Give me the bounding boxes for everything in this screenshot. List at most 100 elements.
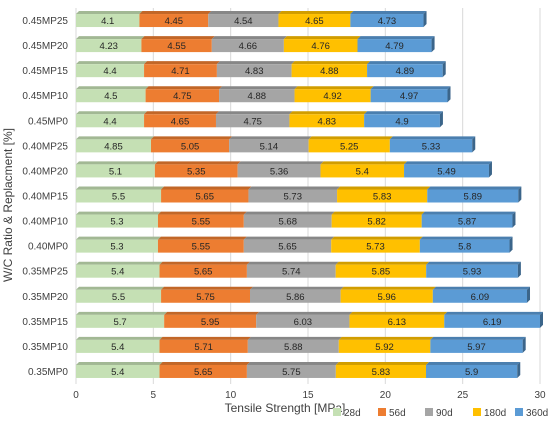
bar-segment-360d: [426, 361, 521, 378]
bar-top-face: [76, 86, 149, 90]
bar-segment-180d: [278, 11, 354, 28]
bar-side-face: [527, 286, 531, 303]
legend-label: 360d: [526, 408, 548, 419]
data-label: 4.4: [103, 66, 116, 77]
bar-front-face: [157, 214, 244, 228]
bar-front-face: [421, 214, 513, 228]
bar-front-face: [76, 339, 160, 353]
data-label: 5.4: [111, 267, 124, 278]
bar-front-face: [308, 139, 390, 153]
bar-front-face: [364, 114, 440, 128]
bar-top-face: [76, 61, 148, 65]
bar-segment-360d: [419, 236, 513, 253]
bar-front-face: [215, 114, 290, 128]
bar-top-face: [159, 261, 250, 265]
x-axis-title: Tensile Strength [MPa]: [225, 401, 346, 415]
bar-front-face: [283, 39, 358, 53]
bar-top-face: [159, 336, 251, 340]
bar-front-face: [432, 289, 528, 303]
bar-segment-90d: [215, 111, 293, 128]
data-label: 4.55: [167, 41, 186, 52]
bar-segment-360d: [364, 111, 443, 128]
bar-top-face: [357, 36, 435, 40]
bar-top-face: [243, 236, 335, 240]
bar-top-face: [337, 186, 431, 190]
bar-top-face: [370, 86, 451, 90]
bar-top-face: [421, 211, 516, 215]
bar-segment-56d: [161, 286, 253, 303]
bar-segment-28d: [76, 186, 165, 203]
bar-side-face: [522, 336, 526, 353]
data-label: 5.35: [187, 166, 206, 177]
x-tick-label: 10: [225, 390, 237, 401]
bar-front-face: [76, 289, 162, 303]
bar-front-face: [404, 164, 489, 178]
bar-segment-180d: [331, 236, 423, 253]
bar-top-face: [76, 236, 161, 240]
bar-front-face: [76, 239, 158, 253]
data-label: 4.85: [104, 141, 123, 152]
bar-top-face: [76, 211, 161, 215]
bar-top-face: [331, 236, 423, 240]
legend-swatch: [333, 408, 341, 416]
bar-top-face: [308, 136, 393, 140]
bar-front-face: [248, 189, 338, 203]
bar-front-face: [211, 39, 284, 53]
bar-segment-360d: [444, 311, 543, 328]
data-label: 5.5: [112, 192, 125, 203]
bar-front-face: [144, 114, 216, 128]
data-label: 4.65: [171, 116, 190, 127]
bar-front-face: [430, 339, 523, 353]
legend: 28d 56d 90d 180d 360d: [333, 408, 548, 419]
bar-segment-180d: [335, 261, 430, 278]
bar-side-face: [518, 186, 522, 203]
bar-top-face: [335, 261, 430, 265]
data-label: 4.66: [239, 41, 258, 52]
legend-item-28d: 28d: [333, 408, 361, 419]
bar-segment-360d: [427, 186, 522, 203]
bar-front-face: [357, 39, 432, 53]
data-label: 4.1: [101, 16, 114, 27]
data-label: 4.4: [103, 116, 116, 127]
data-label: 5.86: [286, 292, 305, 303]
bar-segment-56d: [164, 311, 260, 328]
bar-segment-90d: [248, 186, 341, 203]
y-tick-label: 0.45MP20: [22, 41, 68, 52]
bar-front-face: [331, 214, 422, 228]
bar-top-face: [215, 111, 293, 115]
bar-top-face: [164, 311, 260, 315]
bar-front-face: [76, 364, 160, 378]
legend-label: 28d: [344, 408, 361, 419]
bar-top-face: [331, 211, 425, 215]
x-tick-label: 20: [380, 390, 392, 401]
bar-segment-56d: [159, 336, 251, 353]
bar-side-face: [431, 36, 435, 53]
bar-top-face: [340, 286, 436, 290]
bar-front-face: [144, 64, 217, 78]
bar-front-face: [76, 39, 142, 53]
data-label: 5.65: [194, 367, 213, 378]
data-label: 4.76: [311, 41, 330, 52]
legend-item-360d: 360d: [515, 408, 548, 419]
bar-top-face: [76, 336, 163, 340]
bar-side-face: [488, 161, 492, 178]
bar-front-face: [331, 239, 420, 253]
bar-front-face: [427, 189, 519, 203]
data-label: 4.97: [400, 91, 419, 102]
bar-segment-180d: [331, 211, 425, 228]
legend-label: 56d: [389, 408, 406, 419]
data-label: 4.71: [171, 66, 190, 77]
bar-top-face: [278, 11, 354, 15]
bar-front-face: [340, 289, 433, 303]
data-label: 5.36: [270, 166, 289, 177]
data-label: 4.75: [173, 91, 192, 102]
x-axis-tick-labels: 0 5 10 15 20 25 30: [73, 390, 546, 401]
bar-segment-28d: [76, 111, 148, 128]
bar-front-face: [419, 239, 510, 253]
bar-segment-180d: [283, 36, 361, 53]
legend-swatch: [515, 408, 523, 416]
bar-segment-28d: [76, 336, 163, 353]
x-tick-label: 30: [534, 390, 546, 401]
bar-top-face: [76, 111, 148, 115]
bar-top-face: [76, 161, 158, 165]
